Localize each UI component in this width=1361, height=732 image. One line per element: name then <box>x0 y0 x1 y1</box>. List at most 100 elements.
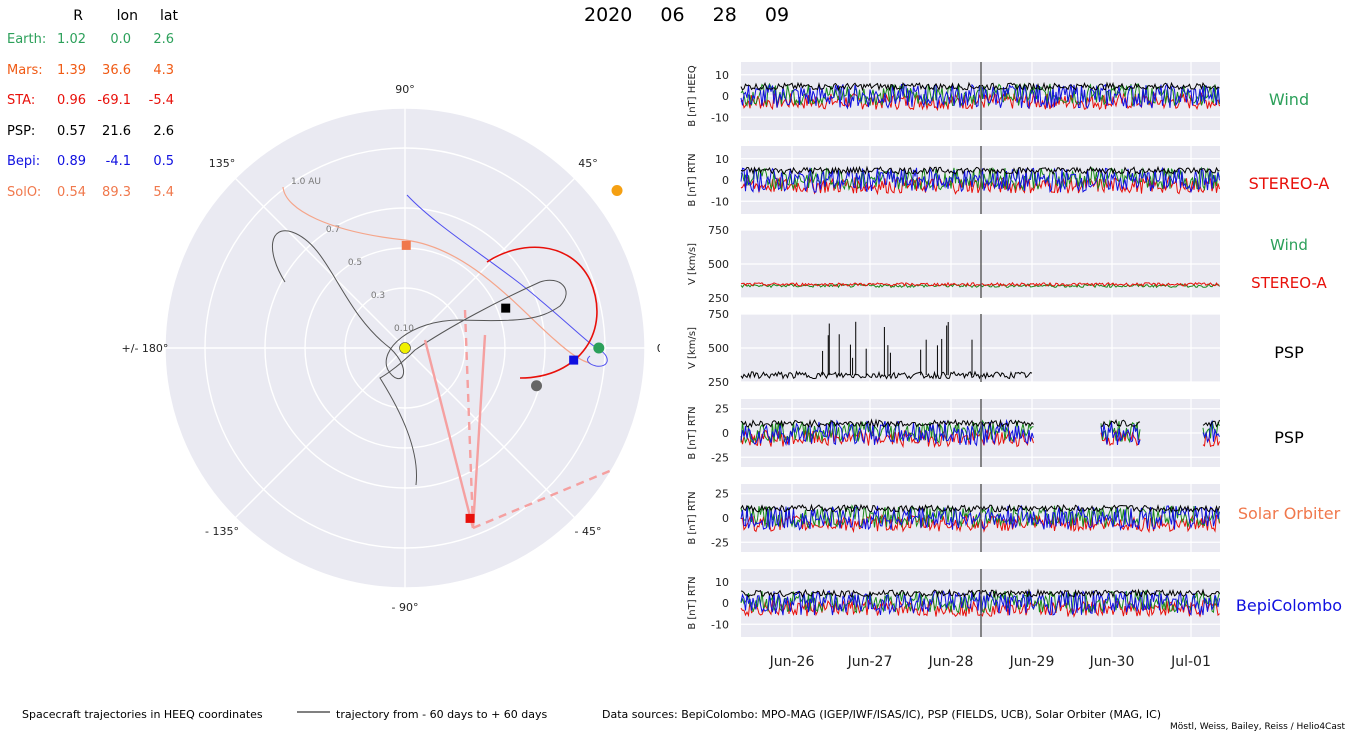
x-tick-label: Jun-27 <box>847 654 893 670</box>
panel-5: 25 0 -25 B [nT] RTN PSP <box>687 399 1304 467</box>
series-line <box>740 504 1220 531</box>
y-tick-label: 500 <box>708 258 729 271</box>
panel-4: 750 500 250 V [km/s] PSP <box>687 308 1304 389</box>
y-tick-label: 750 <box>708 224 729 237</box>
y-axis-label: V [km/s] <box>687 243 698 285</box>
timeseries-panels: 10 0 -10 B [nT] HEEQ Wind 10 0 -10 B [nT] RTN STE… <box>687 62 1342 670</box>
sta-field-line <box>423 339 475 529</box>
panel-spacecraft-label: Wind <box>1270 236 1308 254</box>
body-marker-psp <box>501 303 511 313</box>
radial-label: 0.10 <box>394 324 414 334</box>
radial-label: 0.5 <box>348 258 362 268</box>
series-line <box>740 513 1220 534</box>
panel-3: 750 500 250 V [km/s] Wind STEREO-A <box>687 224 1328 305</box>
panel-6: 25 0 -25 B [nT] RTN Solar Orbiter <box>687 484 1341 552</box>
table-row-name: Earth: <box>7 32 47 47</box>
series-line <box>740 82 1220 110</box>
sta-field-line <box>471 334 487 529</box>
footer-caption: Spacecraft trajectories in HEEQ coordina… <box>22 708 263 721</box>
angle-label: 135° <box>209 157 236 170</box>
datetime-day: 28 <box>712 4 737 26</box>
table-header-lon: lon <box>116 8 138 24</box>
sta-field-line-dashed <box>472 468 613 530</box>
panel-spacecraft-label: Solar Orbiter <box>1238 504 1341 523</box>
body-marker-sun <box>399 342 411 354</box>
y-tick-label: 750 <box>708 308 729 321</box>
radial-label: 0.3 <box>371 291 385 301</box>
y-tick-label: -10 <box>711 195 729 208</box>
credit-line: Möstl, Weiss, Bailey, Reiss / Helio4Cast <box>1170 722 1346 732</box>
y-tick-label: 10 <box>715 153 729 166</box>
y-axis-label: V [km/s] <box>687 327 698 369</box>
series-line <box>740 82 1220 107</box>
table-cell-lon: -4.1 <box>105 154 131 169</box>
table-header-lat: lat <box>160 8 178 24</box>
x-tick-label: Jun-28 <box>928 654 974 670</box>
table-cell-lat: 2.6 <box>153 123 174 139</box>
series-line <box>740 418 1220 429</box>
table-row-name: Mars: <box>7 62 43 78</box>
body-marker-bepi <box>569 355 579 365</box>
legend-trajectory-text: trajectory from - 60 days to + 60 days <box>336 708 548 721</box>
datetime-year: 2020 <box>584 4 633 26</box>
y-tick-label: -10 <box>711 618 729 631</box>
y-tick-label: 25 <box>715 403 729 416</box>
x-tick-label: Jul-01 <box>1170 654 1211 670</box>
table-row-name: STA: <box>7 93 36 108</box>
body-marker-earth <box>593 342 605 354</box>
table-cell-R: 0.96 <box>57 93 86 108</box>
series-line <box>740 370 1033 380</box>
radial-label: 1.0 AU <box>291 177 321 187</box>
y-tick-label: 25 <box>715 488 729 501</box>
polar-spoke <box>234 177 406 349</box>
body-marker-mars <box>611 185 623 197</box>
y-axis-label: B [nT] RTN <box>687 576 698 629</box>
angle-label: 0° <box>657 342 660 355</box>
polar-spoke <box>404 177 576 349</box>
panel-spacecraft-label: BepiColombo <box>1236 596 1342 615</box>
polar-spoke <box>234 347 406 519</box>
panel-spacecraft-label: PSP <box>1274 343 1304 362</box>
panel-spacecraft-label: STEREO-A <box>1249 174 1330 193</box>
panel-1: 10 0 -10 B [nT] HEEQ Wind <box>687 62 1309 130</box>
table-cell-R: 1.39 <box>57 62 86 78</box>
table-cell-lat: 4.3 <box>153 62 174 78</box>
y-tick-label: 500 <box>708 342 729 355</box>
solo-trajectory <box>282 186 591 364</box>
series-line <box>740 281 1220 287</box>
y-tick-label: 250 <box>708 376 729 389</box>
series-line <box>740 588 1220 599</box>
table-row-name: Bepi: <box>7 154 41 169</box>
polar-orbit-plot: 90° 45° 0° - 45° - 90° - 135° +/- 180° 135° 1.0 … <box>122 83 660 614</box>
panel-7: 10 0 -10 B [nT] RTN BepiColombo <box>687 569 1342 637</box>
y-tick-label: 0 <box>722 512 729 525</box>
table-header-R: R <box>73 8 83 24</box>
table-cell-R: 1.02 <box>57 32 86 47</box>
series-line <box>740 283 1220 289</box>
table-cell-lat: 2.6 <box>153 32 174 47</box>
panel-spacecraft-label: PSP <box>1274 428 1304 447</box>
series-line <box>740 503 1220 513</box>
table-cell-lon: 0.0 <box>110 32 131 47</box>
series-line <box>740 165 1220 176</box>
angle-label: 90° <box>395 83 415 96</box>
y-tick-label: -25 <box>711 451 729 464</box>
table-cell-R: 0.57 <box>57 123 86 139</box>
y-axis-label: B [nT] HEEQ <box>687 65 698 127</box>
psp-trajectory <box>271 230 567 486</box>
data-sources: Data sources: BepiColombo: MPO-MAG (IGEP… <box>602 708 1162 721</box>
y-tick-label: 10 <box>715 576 729 589</box>
y-tick-label: 0 <box>722 597 729 610</box>
angle-label: +/- 180° <box>122 342 169 355</box>
table-cell-lon: 21.6 <box>102 123 131 139</box>
angle-label: - 90° <box>392 601 419 614</box>
y-tick-label: -25 <box>711 536 729 549</box>
datetime-month: 06 <box>660 4 685 26</box>
y-axis-label: B [nT] RTN <box>687 406 698 459</box>
series-line <box>740 166 1220 192</box>
table-cell-lat: -5.4 <box>148 93 174 108</box>
table-cell-lon: 36.6 <box>102 62 131 78</box>
angle-label: 45° <box>578 157 598 170</box>
radial-label: 0.7 <box>326 225 340 235</box>
current-datetime: 2020 06 28 09 <box>584 4 811 26</box>
